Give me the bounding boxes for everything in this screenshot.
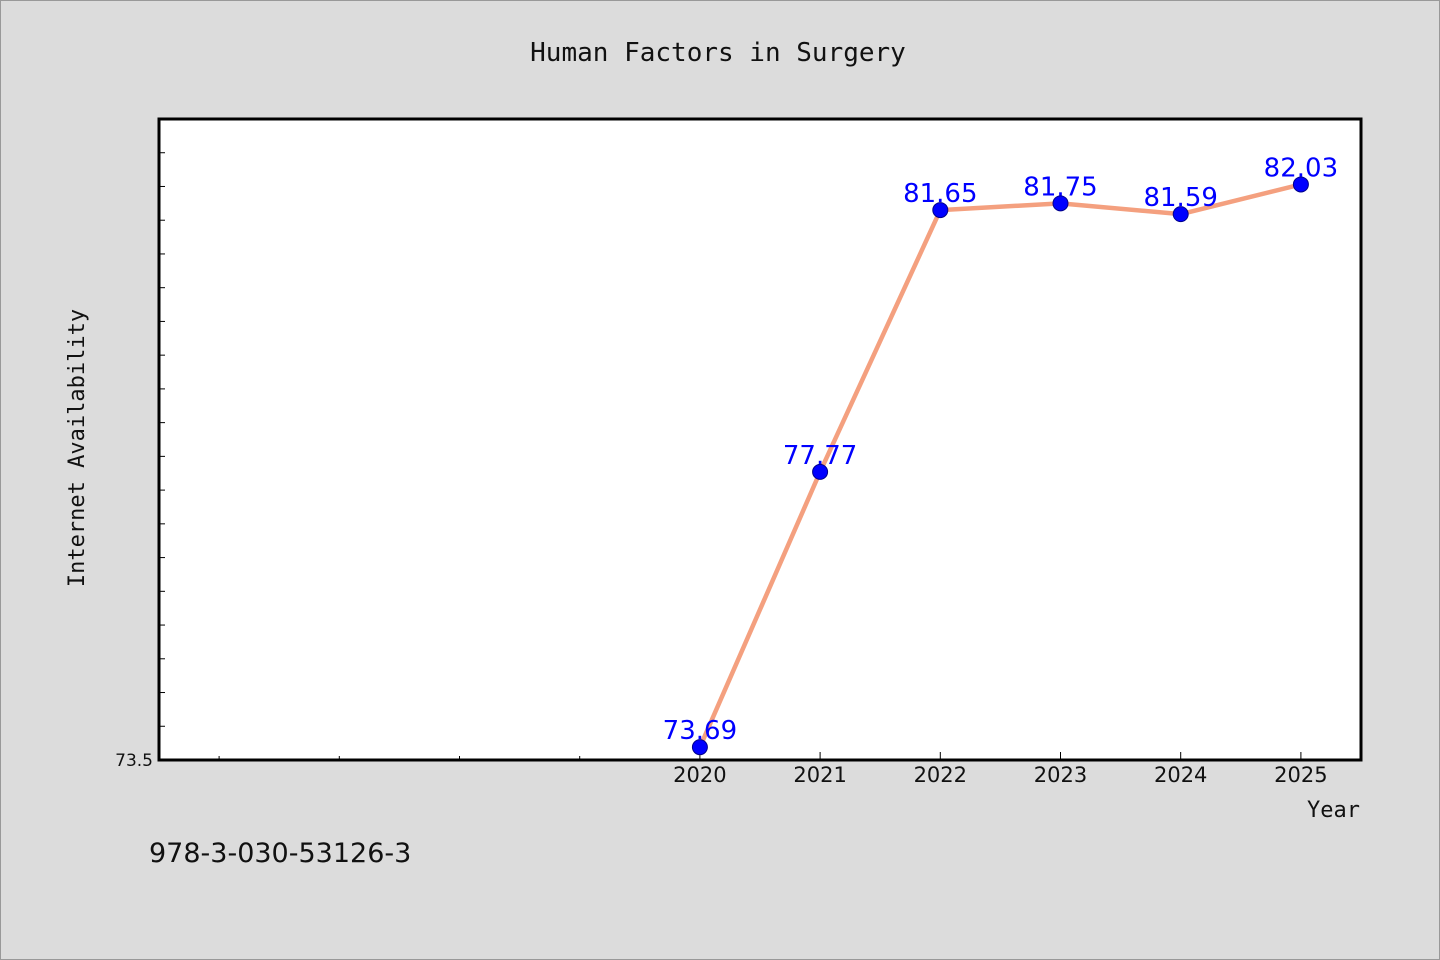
isbn-text: 978-3-030-53126-3 (149, 838, 411, 869)
data-label: 81.59 (1143, 183, 1217, 213)
x-tick-label: 2024 (1154, 763, 1207, 787)
series-line (697, 182, 1302, 749)
data-point (1292, 176, 1309, 193)
x-tick-label: 2021 (793, 763, 846, 787)
y-axis-ticks (159, 152, 165, 727)
data-point (932, 202, 949, 219)
x-tick-label: 2025 (1274, 763, 1327, 787)
data-point (1052, 195, 1069, 212)
x-axis-label: Year (1307, 798, 1360, 823)
y-tick-label: 73.5 (115, 751, 153, 771)
data-point (812, 463, 829, 480)
x-tick-label: 2022 (914, 763, 967, 787)
series-layer: 73.69 77.77 81.65 81.75 81.59 82.03 (663, 153, 1338, 756)
data-point (1172, 206, 1189, 223)
data-label: 77.77 (783, 441, 857, 471)
data-label: 81.65 (903, 179, 977, 209)
data-label: 82.03 (1264, 153, 1338, 183)
data-point (691, 739, 708, 756)
data-label: 81.75 (1023, 172, 1097, 202)
plot-area (157, 117, 1363, 762)
y-axis-label: Internet Availability (65, 309, 90, 587)
x-tick-label: 2020 (673, 763, 726, 787)
chart-title: Human Factors in Surgery (530, 38, 906, 68)
x-tick-label: 2023 (1034, 763, 1087, 787)
data-label: 73.69 (663, 716, 737, 746)
x-axis-ticks: 2020 2021 2022 2023 2024 2025 (218, 752, 1328, 787)
